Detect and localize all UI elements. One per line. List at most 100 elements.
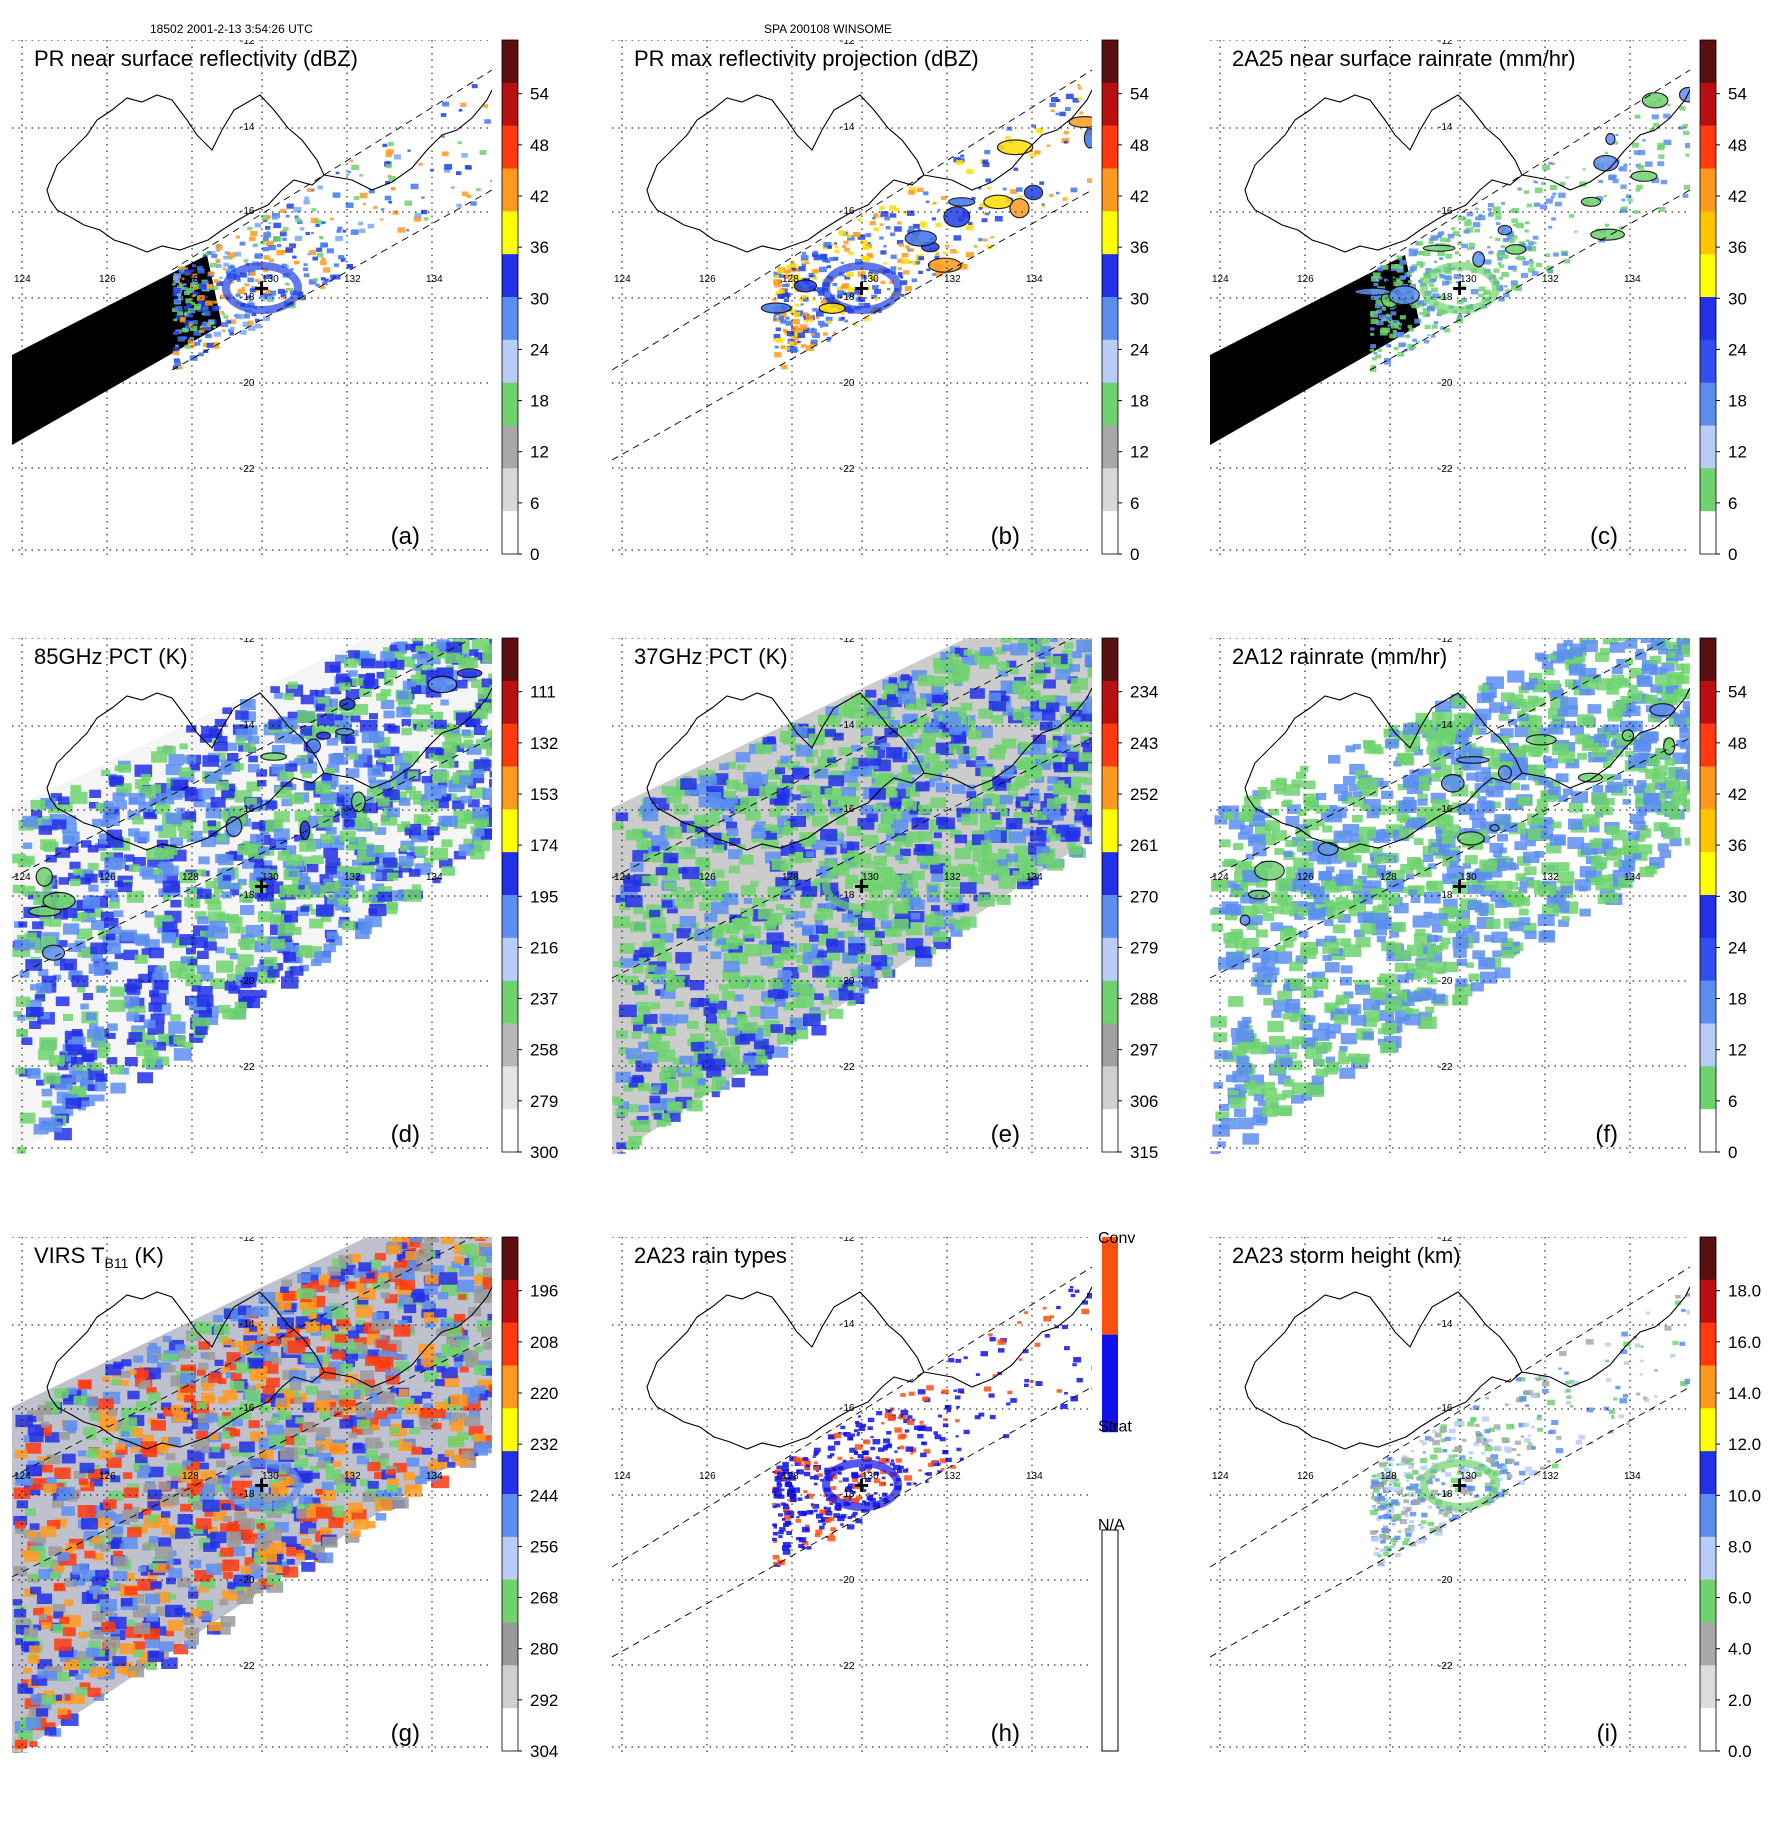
lon-label: 126: [699, 274, 716, 285]
lon-label: 128: [782, 1471, 799, 1482]
colorbar-tick-label: 30: [1130, 289, 1149, 308]
lat-label: -20: [240, 1575, 255, 1586]
lon-label: 128: [182, 872, 199, 883]
lon-label: 128: [1380, 872, 1397, 883]
colorbar-segment: [502, 767, 518, 810]
lat-label: -16: [840, 1403, 855, 1414]
lat-label: -18: [840, 890, 855, 901]
colorbar-tick-label: 195: [530, 887, 558, 906]
lat-label: -20: [240, 976, 255, 987]
colorbar-segment: [1700, 1024, 1716, 1067]
lat-label: -14: [1438, 122, 1453, 133]
colorbar-segment: [1102, 767, 1118, 810]
storm-id-header: SPA 200108 WINSOME: [764, 22, 892, 36]
lon-label: 132: [944, 274, 961, 285]
colorbar-segment: [502, 1537, 518, 1580]
lat-label: -20: [840, 378, 855, 389]
colorbar-segment: [1700, 1494, 1716, 1537]
lat-label: -18: [240, 1489, 255, 1500]
colorbar-segment: [1102, 40, 1118, 83]
lon-label: 126: [99, 1471, 116, 1482]
lon-label: 128: [182, 1471, 199, 1482]
storm-center-marker: +: [1452, 1470, 1467, 1500]
colorbar-segment: [502, 1451, 518, 1494]
lat-label: -20: [840, 1575, 855, 1586]
colorbar-segment: [1700, 340, 1716, 383]
colorbar-segment: [1102, 511, 1118, 554]
colorbar-tick-label: 6: [1130, 494, 1139, 513]
coastline-east: [1522, 1287, 1690, 1387]
storm-center-marker: +: [854, 273, 869, 303]
colorbar-tick-label: 18: [1728, 990, 1747, 1009]
colorbar-segment: [502, 126, 518, 169]
colorbar-tick-label: 30: [1728, 289, 1747, 308]
colorbar-tick-label: 18: [1130, 392, 1149, 411]
lon-label: 124: [1212, 872, 1229, 883]
lon-label: 132: [944, 1471, 961, 1482]
colorbar-tick-label: 216: [530, 938, 558, 957]
colorbar-segment: [502, 681, 518, 724]
lat-label: -22: [1438, 464, 1453, 475]
panel-tag: (i): [1597, 1720, 1618, 1747]
storm-center-marker: +: [1452, 273, 1467, 303]
colorbar-tick-label: 24: [530, 340, 549, 359]
lon-label: 134: [426, 1471, 443, 1482]
colorbar-segment: [1102, 383, 1118, 426]
lat-label: -22: [840, 464, 855, 475]
colorbar-segment: [1700, 468, 1716, 511]
lon-label: 126: [1297, 274, 1314, 285]
lat-label: -14: [840, 1319, 855, 1330]
colorbar-segment: [1102, 681, 1118, 724]
lat-label: -16: [240, 1403, 255, 1414]
colorbar-segment: [502, 383, 518, 426]
colorbar-segment: [502, 468, 518, 511]
lat-label: -14: [840, 720, 855, 731]
swath-edge-line: [1210, 1267, 1690, 1567]
colorbar-tick-label: 6: [530, 494, 539, 513]
colorbar-tick-label: 0: [1130, 545, 1139, 564]
colorbar-tick-label: 256: [530, 1537, 558, 1556]
lon-label: 132: [344, 274, 361, 285]
colorbar-tick-label: 297: [1130, 1041, 1158, 1060]
colorbar-tick-label: 36: [1728, 238, 1747, 257]
colorbar-category-label: Strat: [1098, 1418, 1132, 1435]
panel-title: 37GHz PCT (K): [634, 644, 788, 669]
colorbar-tick-label: 24: [1728, 938, 1747, 957]
lon-label: 134: [1624, 1471, 1641, 1482]
lat-label: -20: [240, 378, 255, 389]
colorbar-segment: [1102, 297, 1118, 340]
lon-label: 128: [782, 872, 799, 883]
colorbar-tick-label: 174: [530, 836, 558, 855]
colorbar-segment: [502, 1408, 518, 1451]
colorbar-segment: [1102, 426, 1118, 469]
lon-label: 124: [614, 1471, 631, 1482]
lon-label: 124: [1212, 1471, 1229, 1482]
colorbar-segment: [1700, 1708, 1716, 1751]
colorbar-segment: [1102, 1066, 1118, 1109]
colorbar-tick-label: 6: [1728, 494, 1737, 513]
colorbar-segment: [1700, 767, 1716, 810]
lat-label: -16: [1438, 804, 1453, 815]
colorbar-tick-label: 48: [1130, 136, 1149, 155]
colorbar-segment: [502, 981, 518, 1024]
lon-label: 126: [699, 1471, 716, 1482]
lat-label: -18: [240, 890, 255, 901]
colorbar-segment: [1700, 852, 1716, 895]
colorbar-segment: [1700, 681, 1716, 724]
colorbar-segment: [502, 1109, 518, 1152]
colorbar-tick-label: 54: [1130, 85, 1149, 104]
colorbar-segment: [1102, 724, 1118, 767]
lat-label: -14: [240, 122, 255, 133]
panel-title: 85GHz PCT (K): [34, 644, 188, 669]
lon-label: 134: [426, 872, 443, 883]
colorbar-tick-label: 279: [1130, 938, 1158, 957]
lat-label: -16: [1438, 1403, 1453, 1414]
colorbar-tick-label: 237: [530, 990, 558, 1009]
